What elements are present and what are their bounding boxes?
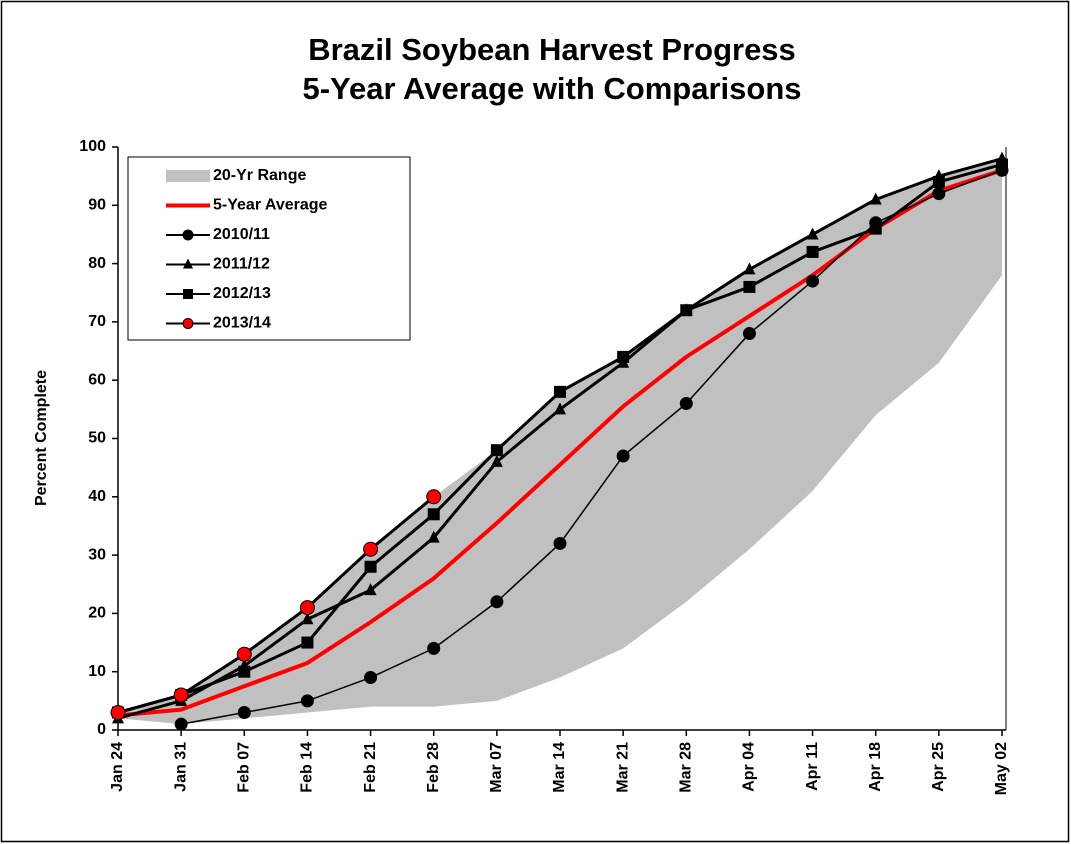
data-point	[110, 705, 126, 721]
y-tick-label: 70	[88, 313, 106, 330]
data-point	[173, 687, 189, 703]
x-tick-label: Feb 28	[425, 742, 442, 793]
data-point	[236, 646, 252, 662]
y-tick-label: 50	[88, 430, 106, 447]
legend-marker	[182, 229, 194, 241]
data-point	[806, 274, 820, 288]
data-point	[301, 612, 314, 625]
series-line	[117, 495, 435, 714]
x-tick-label: Apr 18	[867, 742, 884, 792]
data-point	[490, 454, 503, 467]
data-point	[427, 641, 441, 655]
data-point	[490, 444, 503, 457]
legend-label: 2013/14	[213, 315, 271, 332]
x-tick-label: Apr 04	[741, 742, 758, 792]
y-tick-label: 10	[88, 663, 106, 680]
data-point	[616, 449, 630, 463]
data-point	[174, 717, 188, 731]
data-point	[426, 489, 442, 505]
chart-subtitle: 5-Year Average with Comparisons	[302, 71, 801, 106]
data-point	[932, 175, 945, 188]
data-point	[554, 402, 566, 415]
data-point	[553, 536, 567, 550]
series-line	[117, 168, 1003, 718]
x-tick-label: Apr 11	[804, 742, 821, 791]
x-tick-label: Jan 24	[109, 742, 126, 792]
x-tick-label: Jan 31	[172, 742, 189, 792]
data-point	[301, 636, 314, 649]
data-point	[869, 222, 882, 235]
y-tick-label: 40	[88, 488, 106, 505]
data-point	[490, 595, 504, 609]
y-tick-label: 90	[88, 197, 106, 214]
legend-label: 2011/12	[213, 256, 270, 273]
data-point	[237, 706, 251, 720]
data-point	[299, 600, 315, 616]
data-point	[554, 385, 566, 398]
data-point	[427, 530, 440, 543]
data-point	[996, 158, 1008, 171]
chart-title: Brazil Soybean Harvest Progress	[308, 32, 796, 67]
x-tick-label: Mar 21	[614, 742, 631, 793]
y-tick-label: 60	[88, 371, 106, 388]
data-point	[806, 227, 819, 240]
legend-marker	[182, 318, 194, 329]
legend-label: 20-Yr Range	[213, 167, 306, 184]
x-tick-label: Mar 14	[551, 742, 568, 793]
x-tick-label: Mar 28	[678, 742, 695, 793]
data-point	[743, 280, 756, 293]
y-tick-label: 0	[97, 721, 106, 738]
legend-label: 5-Year Average	[213, 197, 328, 214]
x-tick-label: Feb 21	[362, 742, 379, 793]
data-point	[238, 665, 251, 678]
data-point	[364, 560, 377, 573]
data-point	[364, 671, 378, 685]
data-point	[363, 541, 379, 557]
legend-label: 2012/13	[213, 285, 271, 302]
y-tick-label: 80	[88, 255, 106, 272]
data-point	[679, 397, 693, 411]
y-tick-label: 20	[88, 605, 106, 622]
legend-marker	[183, 258, 193, 269]
x-tick-label: Feb 14	[299, 742, 316, 793]
x-tick-label: May 02	[993, 742, 1010, 795]
x-tick-label: Feb 07	[236, 742, 253, 793]
data-point	[932, 187, 946, 201]
data-point	[617, 350, 630, 363]
y-tick-label: 30	[88, 546, 106, 563]
legend-box	[127, 156, 411, 341]
x-tick-label: Apr 25	[930, 742, 947, 792]
legend-label: 2010/11	[213, 226, 270, 243]
data-point	[743, 262, 756, 275]
legend-marker	[183, 289, 193, 299]
range-band	[118, 158, 1002, 725]
data-point	[806, 245, 819, 258]
data-point	[680, 304, 693, 317]
data-point	[364, 583, 377, 596]
x-tick-label: Mar 07	[488, 742, 505, 793]
y-axis-label: Percent Complete	[33, 370, 50, 506]
data-point	[742, 327, 756, 341]
legend-swatch	[166, 170, 210, 182]
data-point	[427, 508, 440, 521]
y-tick-label: 100	[79, 138, 106, 155]
data-point	[869, 192, 882, 205]
data-point	[300, 694, 314, 708]
